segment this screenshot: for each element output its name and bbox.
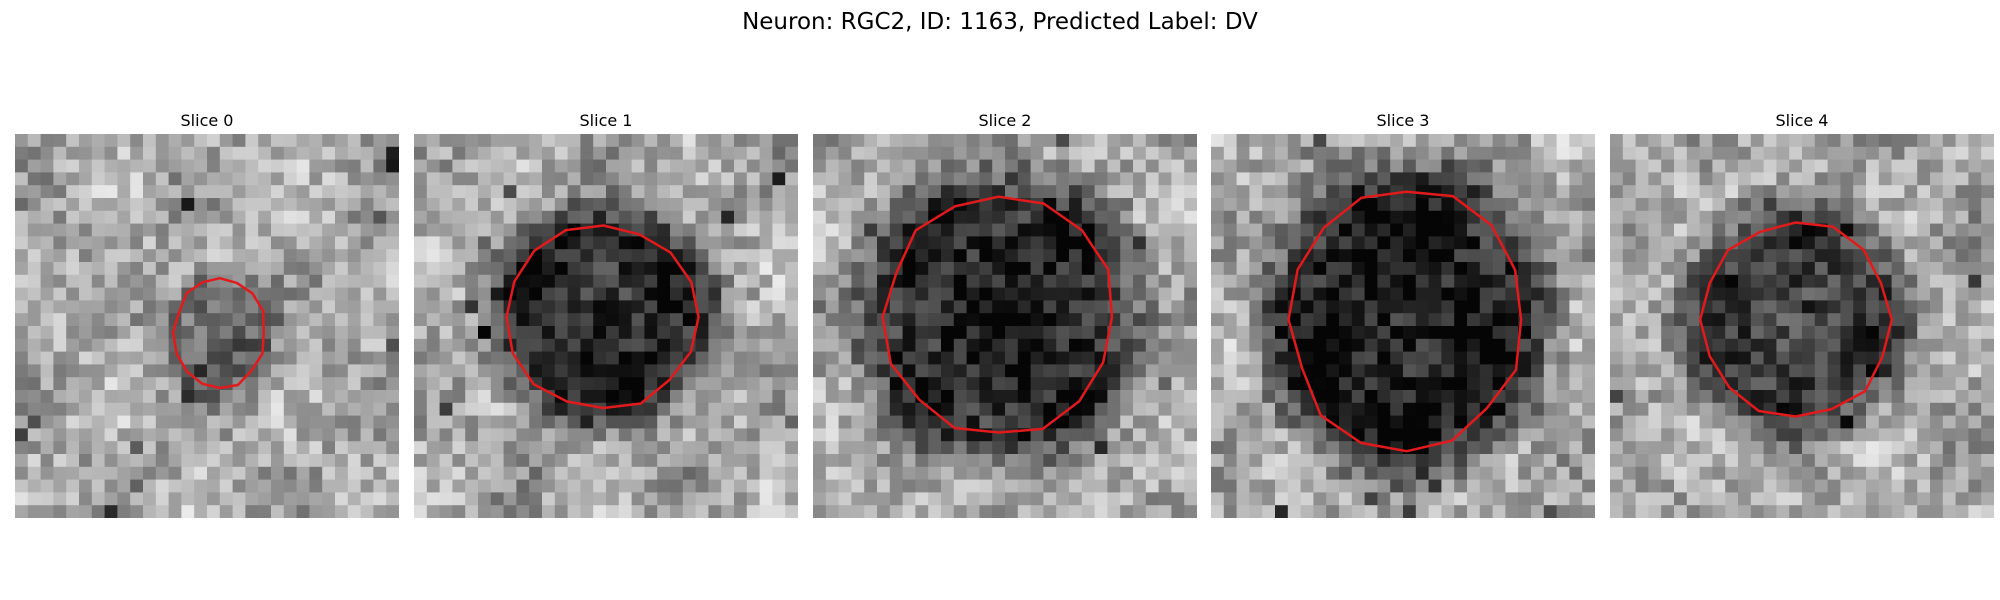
cell-contour (1698, 221, 1894, 418)
pixel-grid (813, 134, 1197, 518)
slice-panel: Slice 4 (1610, 108, 1994, 518)
slice-image (15, 134, 399, 518)
pixel-grid (1610, 134, 1994, 518)
slice-panel: Slice 0 (15, 108, 399, 518)
slice-title: Slice 1 (579, 111, 633, 130)
slice-panel: Slice 2 (813, 108, 1197, 518)
cell-contour (1287, 190, 1523, 453)
slice-panel: Slice 3 (1211, 108, 1595, 518)
cell-contour (505, 224, 700, 410)
pixel-grid (15, 134, 399, 518)
slice-title: Slice 4 (1775, 111, 1829, 130)
slice-image (813, 134, 1197, 518)
cell-contour (881, 195, 1114, 434)
figure-title: Neuron: RGC2, ID: 1163, Predicted Label:… (742, 9, 1258, 35)
slice-panel: Slice 1 (414, 108, 798, 518)
pixel-grid (1211, 134, 1595, 518)
slice-title: Slice 3 (1376, 111, 1430, 130)
slice-title: Slice 0 (180, 111, 234, 130)
cell-contour (171, 276, 266, 390)
slice-image (1610, 134, 1994, 518)
slice-image (414, 134, 798, 518)
pixel-grid (414, 134, 798, 518)
slice-image (1211, 134, 1595, 518)
slice-title: Slice 2 (978, 111, 1032, 130)
